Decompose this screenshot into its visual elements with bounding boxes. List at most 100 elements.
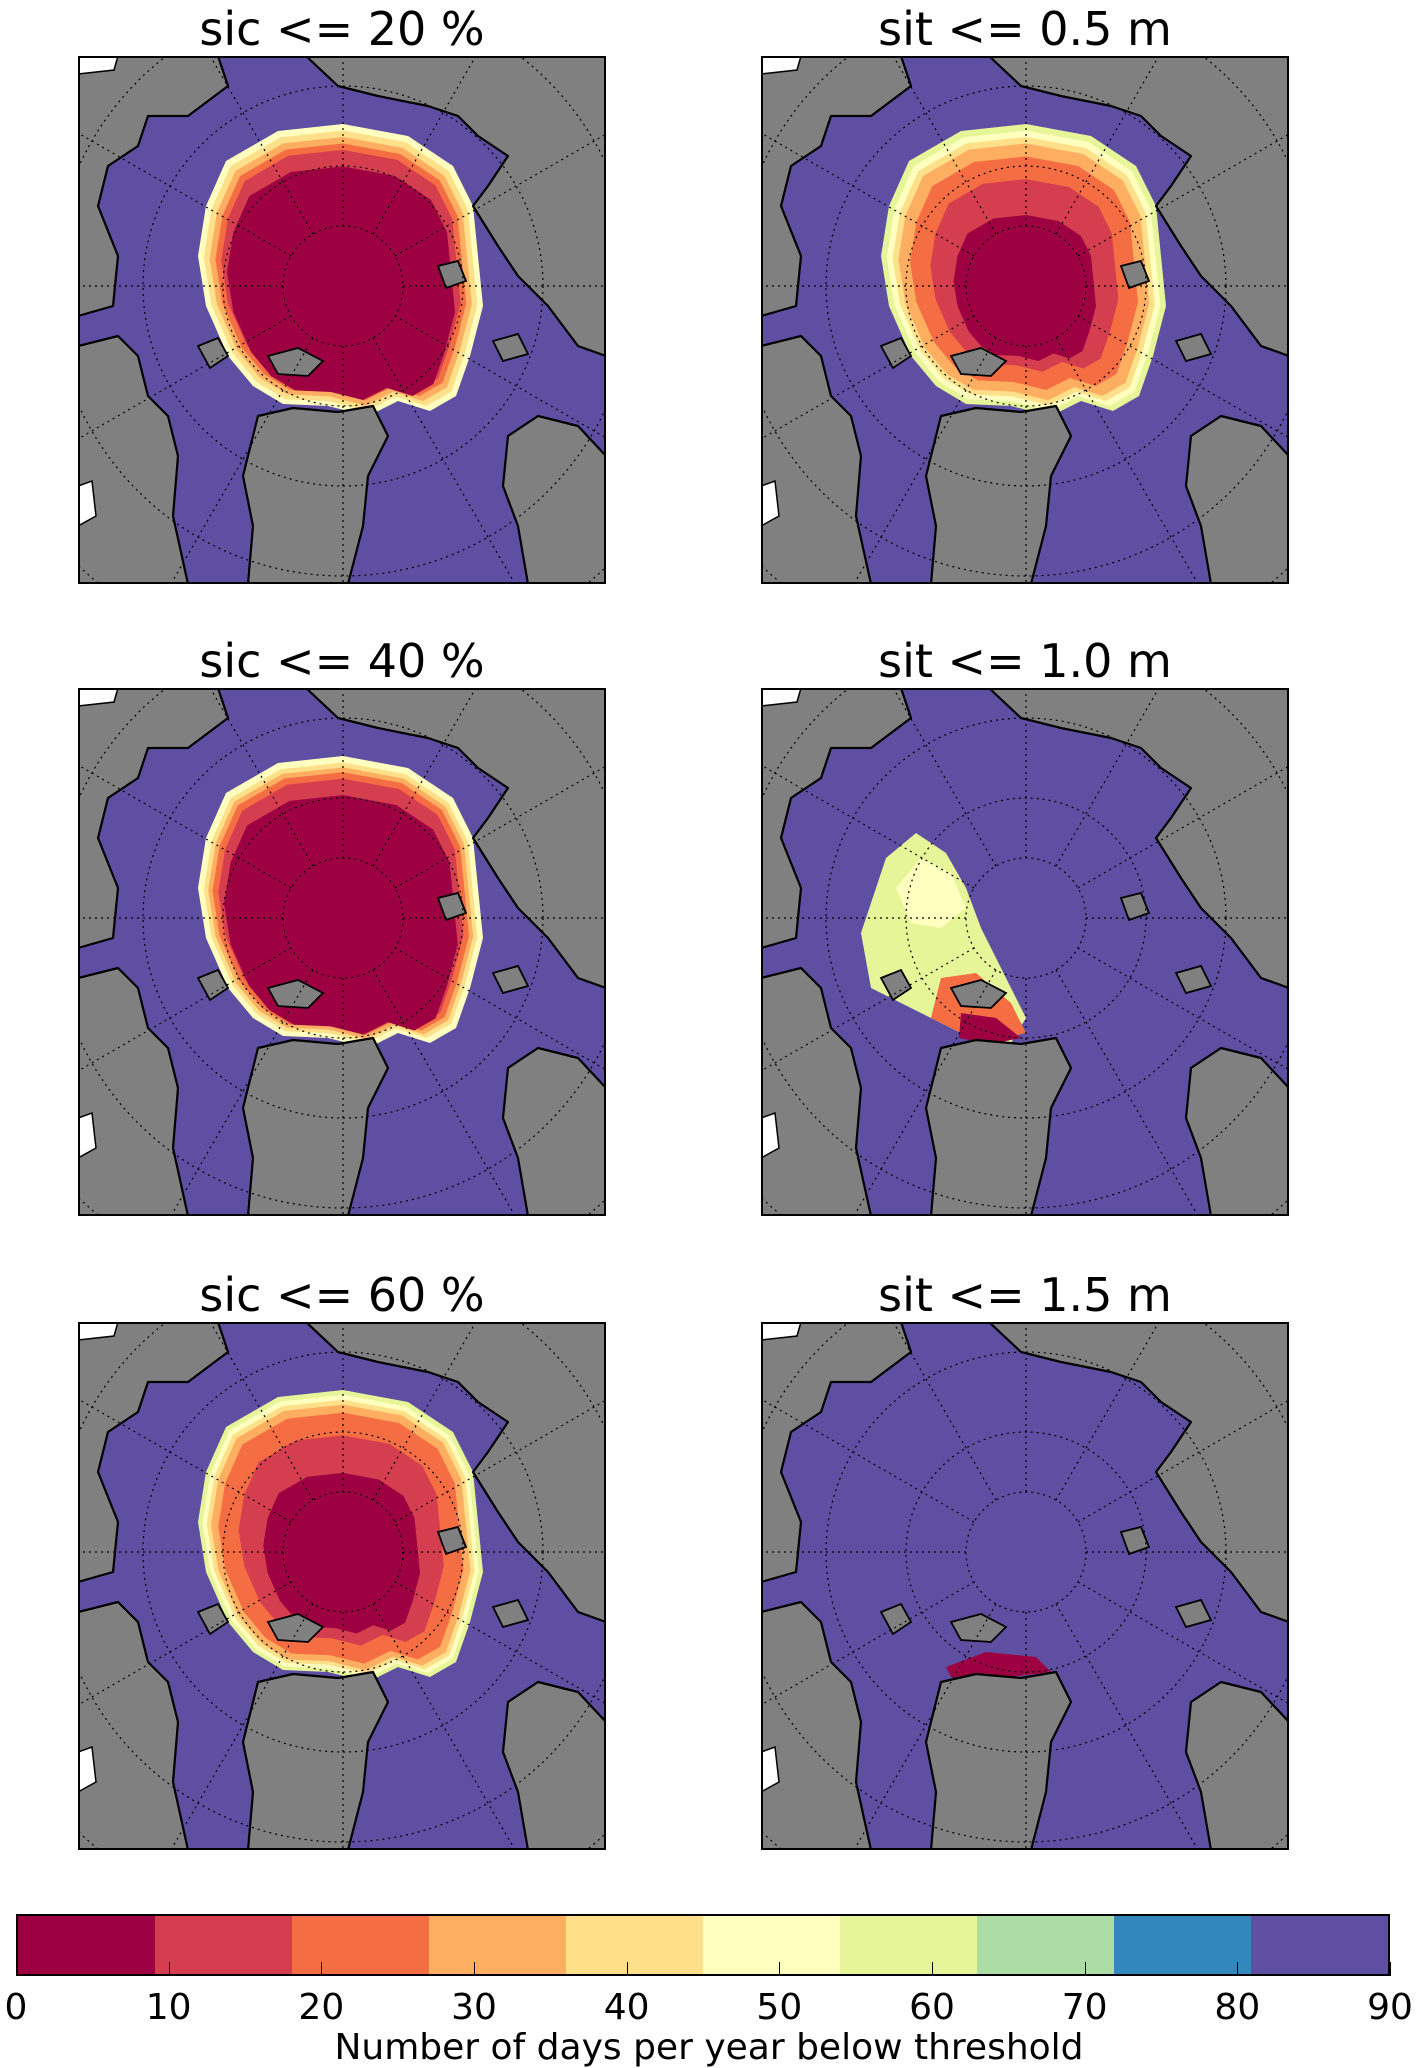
colorbar-tick-label: 40	[603, 1987, 650, 2028]
island	[196, 336, 230, 370]
land-mass	[1184, 1046, 1289, 1216]
colorbar-tick-label: 80	[1214, 1987, 1261, 2028]
polar-map	[761, 56, 1289, 584]
land-mass	[924, 1670, 1073, 1850]
colorbar-tick	[779, 1962, 781, 1976]
meridian-line	[761, 947, 975, 1072]
island	[1174, 964, 1213, 995]
polar-map	[78, 688, 606, 1216]
meridian-line	[853, 969, 997, 1216]
panel-title-sic40: sic <= 40 %	[199, 634, 485, 688]
map-frame	[78, 688, 606, 1216]
island	[879, 1602, 913, 1636]
meridian-line	[78, 1398, 292, 1523]
meridian-line	[1055, 1603, 1199, 1850]
meridian-line	[761, 315, 975, 440]
colorbar-swatch	[1251, 1916, 1388, 1974]
colorbar-tick	[474, 1962, 475, 1976]
colorbar-swatch	[840, 1916, 977, 1974]
land-mass	[78, 334, 190, 584]
island	[436, 1525, 468, 1556]
colorbar-tick	[932, 1962, 933, 1976]
island	[1174, 332, 1213, 363]
meridian-line	[170, 969, 314, 1216]
island	[436, 891, 468, 922]
colorbar-swatch	[18, 1916, 155, 1974]
map-panel-sic60	[78, 1322, 606, 1850]
map-panel-sic40	[78, 688, 606, 1216]
colorbar-swatch	[703, 1916, 840, 1974]
colorbar-tick-label: 60	[909, 1987, 955, 2028]
meridian-line	[394, 1581, 606, 1705]
island	[1119, 259, 1151, 290]
island	[879, 336, 913, 370]
land-mass	[241, 1036, 390, 1216]
meridian-line	[761, 764, 975, 889]
meridian-line	[78, 1581, 292, 1706]
panel-title-sit15: sit <= 1.5 m	[878, 1268, 1172, 1322]
map-panel-sit10	[761, 688, 1289, 1216]
meridian-line	[1055, 337, 1199, 584]
panel-title-sit05: sit <= 0.5 m	[878, 2, 1172, 56]
ice-band	[263, 1472, 420, 1634]
no-data-patch	[761, 479, 780, 527]
land-mass	[78, 966, 190, 1216]
colorbar-swatch	[155, 1916, 292, 1974]
island	[949, 979, 1008, 1009]
meridian-line	[761, 1398, 975, 1523]
colorbar-tick	[168, 1962, 170, 1976]
no-data-patch	[761, 1322, 802, 1341]
colorbar-swatch	[1114, 1916, 1251, 1974]
map-frame	[761, 688, 1289, 1216]
polar-map	[761, 1322, 1289, 1850]
meridian-line	[1055, 969, 1199, 1216]
land-mass	[78, 56, 230, 318]
meridian-line	[372, 1603, 516, 1850]
land-mass	[987, 1322, 1289, 1624]
colorbar	[16, 1914, 1390, 1976]
colorbar-tick-label: 10	[145, 1987, 192, 2028]
no-data-patch	[78, 1111, 97, 1159]
island	[1119, 1525, 1151, 1556]
ice-band	[953, 215, 1096, 361]
island	[196, 968, 230, 1002]
island	[949, 347, 1008, 377]
ice-band	[959, 1013, 1021, 1044]
land-mass	[78, 1600, 190, 1850]
land-mass	[78, 1322, 230, 1584]
colorbar-tick	[1237, 1962, 1239, 1976]
meridian-line	[372, 337, 516, 584]
colorbar-swatch	[292, 1916, 429, 1974]
land-mass	[241, 404, 390, 584]
colorbar-tick-label: 0	[4, 1987, 28, 2028]
island	[266, 347, 325, 377]
colorbar-tick	[16, 1962, 17, 1976]
map-frame	[78, 1322, 606, 1850]
map-panel-sit05	[761, 56, 1289, 584]
colorbar-swatch	[566, 1916, 703, 1974]
colorbar-tick	[626, 1962, 628, 1976]
island	[879, 968, 913, 1002]
land-mass	[501, 1046, 606, 1216]
land-mass	[761, 1322, 913, 1584]
colorbar-tick-label: 70	[1061, 1987, 1108, 2028]
no-data-patch	[78, 688, 119, 707]
land-mass	[501, 414, 606, 584]
no-data-patch	[78, 1745, 97, 1793]
no-data-patch	[761, 1111, 780, 1159]
colorbar-tick	[1084, 1962, 1086, 1976]
island	[266, 979, 325, 1009]
land-mass	[304, 56, 606, 358]
map-panel-sit15	[761, 1322, 1289, 1850]
island	[491, 1598, 530, 1629]
meridian-line	[1077, 315, 1289, 439]
meridian-line	[78, 132, 292, 257]
map-frame	[761, 56, 1289, 584]
meridian-line	[1077, 947, 1289, 1071]
polar-map	[78, 56, 606, 584]
land-mass	[924, 1036, 1073, 1216]
meridian-line	[170, 337, 314, 584]
ice-band	[224, 795, 458, 1035]
meridian-line	[761, 1581, 975, 1706]
map-frame	[761, 1322, 1289, 1850]
